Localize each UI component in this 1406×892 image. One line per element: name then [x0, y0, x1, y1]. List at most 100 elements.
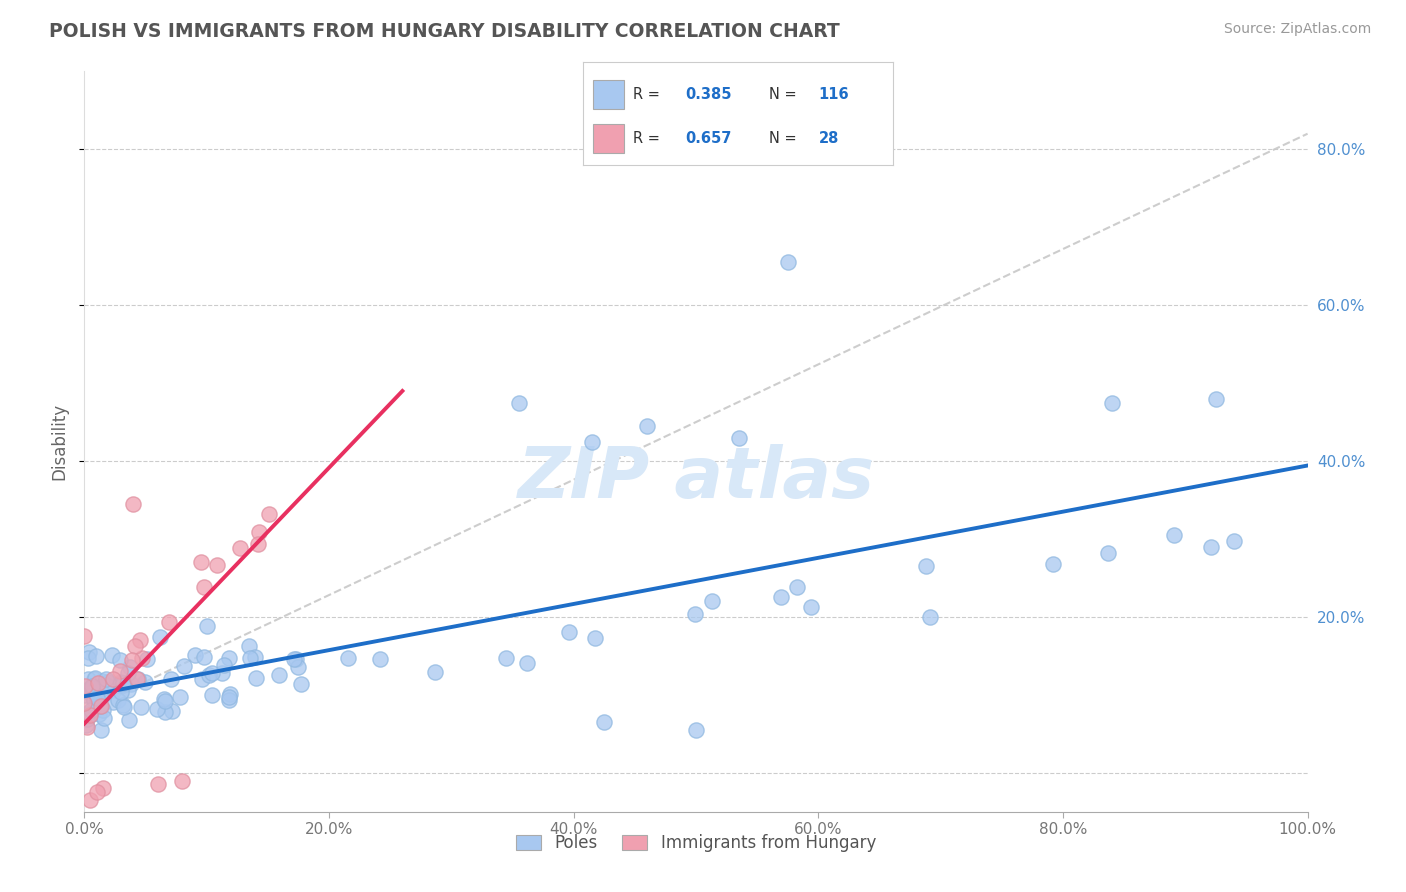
- Point: [77, 682, 100, 697]
- Point: [75, 718, 97, 732]
- Point: [160, 704, 183, 718]
- Point: [120, 659, 142, 673]
- Point: [1163, 528, 1185, 542]
- Point: [702, 594, 724, 608]
- Point: [97, 674, 120, 689]
- Point: [118, 714, 141, 728]
- Point: [84, 690, 107, 705]
- Point: [800, 599, 823, 614]
- Point: [80, 685, 103, 699]
- Text: 0.657: 0.657: [686, 131, 733, 146]
- Point: [80, 689, 103, 703]
- Point: [76, 672, 98, 686]
- Point: [117, 666, 139, 681]
- Point: [915, 559, 938, 574]
- Point: [96, 685, 118, 699]
- Point: [80, 681, 103, 695]
- Text: N =: N =: [769, 87, 801, 102]
- Point: [129, 700, 152, 714]
- Point: [285, 651, 308, 665]
- Text: N =: N =: [769, 131, 801, 146]
- Point: [257, 507, 280, 521]
- Bar: [593, 124, 624, 153]
- Point: [683, 607, 706, 621]
- Point: [776, 255, 799, 269]
- Point: [103, 682, 125, 697]
- Point: [87, 675, 110, 690]
- Point: [247, 524, 270, 539]
- Point: [195, 619, 218, 633]
- Point: [131, 650, 153, 665]
- Point: [124, 639, 146, 653]
- Point: [1223, 534, 1246, 549]
- Point: [368, 651, 391, 665]
- Point: [201, 666, 224, 681]
- Point: [1097, 546, 1119, 560]
- Point: [508, 395, 530, 409]
- Point: [239, 651, 262, 665]
- Point: [83, 702, 105, 716]
- Point: [155, 705, 177, 719]
- Point: [73, 706, 96, 721]
- Point: [516, 656, 538, 670]
- Text: 116: 116: [818, 87, 849, 102]
- Point: [173, 659, 195, 673]
- Point: [91, 689, 114, 703]
- Point: [727, 431, 749, 445]
- Point: [191, 672, 214, 686]
- Point: [111, 676, 134, 690]
- Point: [80, 679, 103, 693]
- Point: [91, 781, 114, 796]
- Point: [238, 640, 260, 654]
- Point: [73, 696, 96, 710]
- Point: [76, 720, 98, 734]
- Point: [134, 675, 156, 690]
- Point: [89, 698, 111, 713]
- Point: [218, 687, 240, 701]
- Point: [1101, 395, 1123, 409]
- Point: [558, 624, 581, 639]
- Bar: [593, 80, 624, 109]
- Legend: Poles, Immigrants from Hungary: Poles, Immigrants from Hungary: [509, 828, 883, 859]
- Point: [283, 652, 305, 666]
- Point: [75, 688, 97, 702]
- Point: [94, 678, 117, 692]
- Point: [101, 695, 124, 709]
- Point: [76, 712, 98, 726]
- Point: [86, 785, 108, 799]
- Point: [89, 680, 111, 694]
- Point: [159, 672, 181, 686]
- Point: [108, 677, 131, 691]
- Point: [91, 703, 114, 717]
- Point: [87, 706, 110, 721]
- Point: [214, 657, 236, 672]
- Point: [112, 698, 135, 713]
- Point: [127, 672, 149, 686]
- Point: [229, 541, 252, 555]
- Point: [1042, 557, 1064, 571]
- Point: [770, 590, 793, 604]
- Point: [193, 580, 215, 594]
- Point: [122, 497, 145, 511]
- Point: [84, 671, 107, 685]
- Point: [1205, 392, 1227, 406]
- Point: [90, 682, 112, 697]
- Point: [245, 671, 267, 685]
- Point: [76, 710, 98, 724]
- Point: [77, 651, 100, 665]
- Point: [107, 693, 129, 707]
- Point: [172, 773, 194, 788]
- Point: [101, 648, 124, 662]
- Point: [83, 693, 105, 707]
- Point: [91, 674, 114, 689]
- Point: [108, 665, 131, 679]
- Point: [83, 693, 105, 707]
- Point: [153, 694, 176, 708]
- Point: [685, 723, 707, 737]
- Point: [169, 690, 191, 705]
- Text: 0.385: 0.385: [686, 87, 733, 102]
- Point: [86, 691, 108, 706]
- Point: [495, 651, 517, 665]
- Point: [201, 688, 224, 702]
- Text: ZIP atlas: ZIP atlas: [517, 444, 875, 513]
